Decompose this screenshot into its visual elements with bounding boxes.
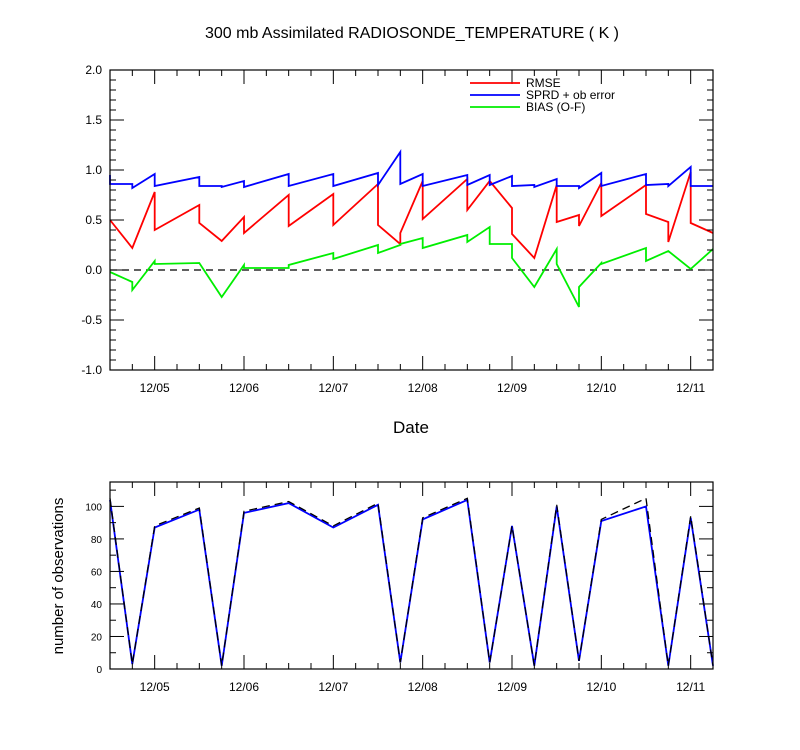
series-line-assimilated bbox=[109, 498, 714, 666]
plot-frame bbox=[109, 69, 714, 371]
y-axis-label: number of observations bbox=[50, 498, 67, 655]
x-tick-label: 12/08 bbox=[408, 680, 438, 694]
y-tick-label: 0.0 bbox=[85, 263, 102, 277]
y-tick-label: 0 bbox=[96, 665, 102, 676]
ticks: 12/05 12/06 12/07 12/08 12/09 12/10 12/11 2.0 1.… bbox=[81, 63, 714, 395]
series-line-sprd-ob-error bbox=[109, 149, 713, 190]
x-tick-label: 12/11 bbox=[676, 381, 705, 395]
y-tick-label: 60 bbox=[91, 567, 103, 578]
y-tick-label: 1.0 bbox=[85, 163, 102, 177]
x-tick-label: 12/05 bbox=[140, 381, 170, 395]
bottom-chart: 12/05 12/06 12/07 12/08 12/09 12/10 12/11 0 20 40… bbox=[50, 481, 714, 694]
y-tick-label: 40 bbox=[91, 600, 103, 611]
series-line-rmse bbox=[109, 171, 714, 260]
y-tick-label: 20 bbox=[91, 632, 103, 643]
series-line-bias-o-f bbox=[109, 225, 714, 308]
plot-frame bbox=[109, 481, 714, 670]
x-tick-label: 12/05 bbox=[140, 680, 170, 694]
series-group bbox=[109, 497, 714, 666]
y-tick-label: 2.0 bbox=[85, 63, 102, 77]
x-tick-label: 12/09 bbox=[497, 381, 527, 395]
x-tick-label: 12/06 bbox=[229, 381, 259, 395]
x-tick-label: 12/08 bbox=[408, 381, 438, 395]
x-tick-label: 12/09 bbox=[497, 680, 527, 694]
x-tick-label: 12/10 bbox=[586, 680, 616, 694]
y-tick-label: -0.5 bbox=[81, 313, 102, 327]
x-axis-label: Date bbox=[393, 418, 429, 437]
y-tick-label: 0.5 bbox=[85, 213, 102, 227]
y-tick-label: 100 bbox=[85, 502, 102, 513]
x-tick-label: 12/11 bbox=[676, 680, 705, 694]
series-line-possible bbox=[109, 497, 714, 666]
legend-label-rmse: RMSE bbox=[526, 76, 561, 90]
top-chart: 300 mb Assimilated RADIOSONDE_TEMPERATUR… bbox=[81, 25, 714, 437]
ticks: 12/05 12/06 12/07 12/08 12/09 12/10 12/11 0 20 40… bbox=[85, 482, 714, 694]
y-tick-label: 80 bbox=[91, 535, 103, 546]
x-tick-label: 12/07 bbox=[318, 381, 348, 395]
y-tick-label: 1.5 bbox=[85, 113, 102, 127]
legend-label-bias-o-f: BIAS (O-F) bbox=[526, 100, 585, 114]
legend-label-sprd-ob-error: SPRD + ob error bbox=[526, 88, 615, 102]
y-tick-label: -1.0 bbox=[81, 363, 102, 377]
x-tick-label: 12/10 bbox=[586, 381, 616, 395]
series-group bbox=[109, 149, 714, 308]
x-tick-label: 12/06 bbox=[229, 680, 259, 694]
x-tick-label: 12/07 bbox=[318, 680, 348, 694]
chart-title: 300 mb Assimilated RADIOSONDE_TEMPERATUR… bbox=[205, 25, 619, 42]
